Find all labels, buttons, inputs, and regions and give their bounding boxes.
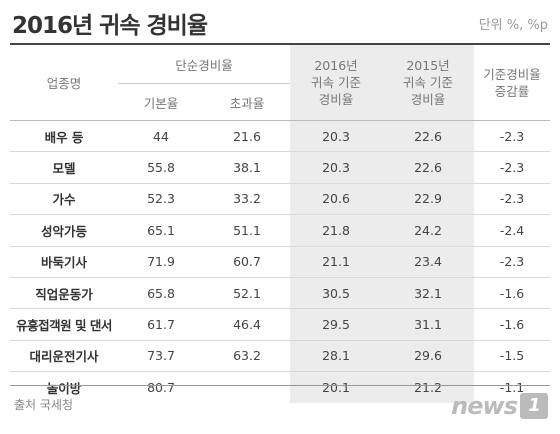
expense-rate-table: 업종명 단순경비율 2016년 귀속 기준 경비율 2015년 귀속 기준 경비… [10, 45, 551, 403]
row-name: 유흥접객원 및 댄서 [10, 308, 118, 341]
header-basic-rate: 기본율 [143, 95, 179, 111]
table-row: 직업운동가 65.8 52.1 30.5 32.1 -1.6 [10, 276, 551, 309]
source-note: 출처 국세청 [14, 398, 74, 412]
row-basic: 65.1 [118, 214, 204, 247]
row-2016: 30.5 [290, 276, 383, 309]
row-2015: 22.6 [382, 151, 475, 184]
row-2016: 20.6 [290, 182, 383, 215]
row-2016: 29.5 [290, 308, 383, 341]
header-industry: 업종명 [46, 76, 82, 91]
table-row: 대리운전기사 73.7 63.2 28.1 29.6 -1.5 [10, 339, 551, 372]
row-excess: 52.1 [204, 276, 291, 309]
header-simple-rate: 단순경비율 [118, 45, 291, 84]
row-change: -2.4 [474, 214, 551, 247]
row-excess: 38.1 [204, 151, 291, 184]
row-basic: 65.8 [118, 276, 204, 309]
row-2016: 20.3 [290, 151, 383, 184]
table-row: 성악가등 65.1 51.1 21.8 24.2 -2.4 [10, 214, 551, 247]
row-name: 성악가등 [10, 214, 118, 247]
row-2016: 28.1 [290, 339, 383, 372]
row-excess [204, 371, 291, 403]
row-2015: 22.6 [382, 119, 475, 152]
table-row: 배우 등 44 21.6 20.3 22.6 -2.3 [10, 119, 551, 152]
row-excess: 21.6 [204, 119, 291, 152]
row-name: 대리운전기사 [10, 339, 118, 372]
row-2015: 23.4 [382, 245, 475, 278]
row-change: -1.5 [474, 339, 551, 372]
row-excess: 33.2 [204, 182, 291, 215]
row-name: 바둑기사 [10, 245, 118, 278]
row-change: -2.3 [474, 151, 551, 184]
table-row: 모델 55.8 38.1 20.3 22.6 -2.3 [10, 151, 551, 184]
row-change: -1.6 [474, 308, 551, 341]
header-excess-rate: 초과율 [229, 95, 265, 111]
page-title: 2016년 귀속 경비율 [12, 13, 208, 39]
header-std-2016: 2016년 귀속 기준 경비율 [290, 45, 383, 121]
row-2016: 21.8 [290, 214, 383, 247]
row-2016: 21.1 [290, 245, 383, 278]
table-row: 유흥접객원 및 댄서 61.7 46.4 29.5 31.1 -1.6 [10, 308, 551, 341]
unit-label: 단위 %, %p [478, 18, 548, 33]
top-divider [10, 43, 550, 45]
row-2015: 21.2 [382, 371, 475, 403]
bottom-divider [10, 385, 550, 386]
row-name: 가수 [10, 182, 118, 215]
row-basic: 44 [118, 119, 204, 152]
row-name: 모델 [10, 151, 118, 184]
row-2015: 24.2 [382, 214, 475, 247]
row-change: -2.3 [474, 245, 551, 278]
row-2015: 31.1 [382, 308, 475, 341]
row-change: -2.3 [474, 182, 551, 215]
row-2015: 22.9 [382, 182, 475, 215]
row-excess: 46.4 [204, 308, 291, 341]
header-std-2015: 2015년 귀속 기준 경비율 [382, 45, 475, 121]
row-2016: 20.3 [290, 119, 383, 152]
header-std-change: 기준경비율 증감률 [483, 66, 541, 99]
table-row: 바둑기사 71.9 60.7 21.1 23.4 -2.3 [10, 245, 551, 278]
news1-logo: news 1 [451, 392, 548, 420]
row-basic: 55.8 [118, 151, 204, 184]
row-basic: 80.7 [118, 371, 204, 403]
row-name: 배우 등 [10, 119, 118, 152]
row-basic: 61.7 [118, 308, 204, 341]
logo-text: news [451, 392, 518, 420]
row-change: -1.6 [474, 276, 551, 309]
row-basic: 73.7 [118, 339, 204, 372]
logo-badge: 1 [520, 393, 548, 419]
row-excess: 63.2 [204, 339, 291, 372]
row-2015: 32.1 [382, 276, 475, 309]
row-2016: 20.1 [290, 371, 383, 403]
table-row: 놀이방 80.7 20.1 21.2 -1.1 [10, 371, 551, 403]
row-excess: 51.1 [204, 214, 291, 247]
table-row: 가수 52.3 33.2 20.6 22.9 -2.3 [10, 182, 551, 215]
row-change: -2.3 [474, 119, 551, 152]
row-basic: 52.3 [118, 182, 204, 215]
row-2015: 29.6 [382, 339, 475, 372]
row-name: 놀이방 [10, 371, 118, 403]
row-name: 직업운동가 [10, 276, 118, 309]
row-basic: 71.9 [118, 245, 204, 278]
row-excess: 60.7 [204, 245, 291, 278]
